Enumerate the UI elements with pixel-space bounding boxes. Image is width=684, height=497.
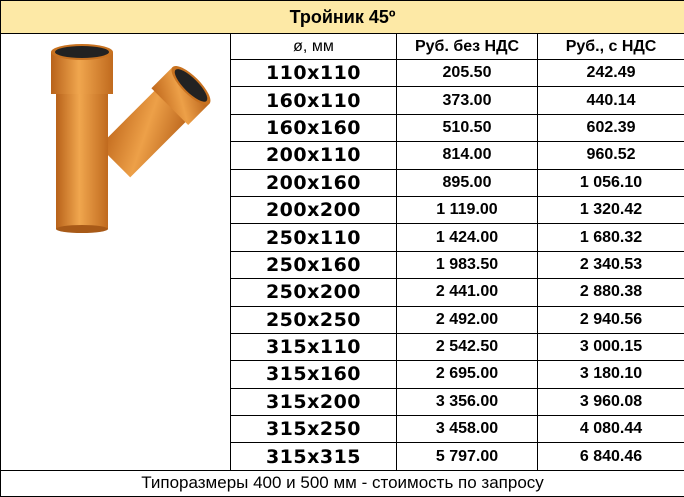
size-cell: 160x110 — [231, 87, 397, 114]
price-cell: 2 695.00 — [397, 361, 538, 388]
size-cell: 250x200 — [231, 279, 397, 306]
size-cell: 200x110 — [231, 142, 397, 169]
price-cell: 1 680.32 — [538, 224, 684, 251]
header-cell: ø, мм — [231, 34, 397, 60]
price-cell: 2 340.53 — [538, 251, 684, 278]
price-cell: 5 797.00 — [397, 443, 538, 470]
price-cell: 2 441.00 — [397, 279, 538, 306]
image-cell — [1, 34, 231, 471]
price-cell: 4 080.44 — [538, 416, 684, 443]
header-cell: Руб., с НДС — [538, 34, 684, 60]
price-cell: 3 180.10 — [538, 361, 684, 388]
price-cell: 242.49 — [538, 60, 684, 87]
footer-note: Типоразмеры 400 и 500 мм - стоимость по … — [1, 470, 684, 496]
size-cell: 315x315 — [231, 443, 397, 470]
size-cell: 250x160 — [231, 251, 397, 278]
price-cell: 602.39 — [538, 114, 684, 141]
title-row: Тройник 45º — [1, 1, 684, 34]
price-cell: 1 983.50 — [397, 251, 538, 278]
size-cell: 315x250 — [231, 416, 397, 443]
price-cell: 1 320.42 — [538, 196, 684, 223]
size-cell: 315x200 — [231, 388, 397, 415]
size-cell: 200x200 — [231, 196, 397, 223]
price-cell: 205.50 — [397, 60, 538, 87]
price-cell: 814.00 — [397, 142, 538, 169]
size-cell: 160x160 — [231, 114, 397, 141]
size-cell: 315x110 — [231, 333, 397, 360]
price-cell: 1 119.00 — [397, 196, 538, 223]
header-cell: Руб. без НДС — [397, 34, 538, 60]
price-cell: 3 458.00 — [397, 416, 538, 443]
pipe-tee-image — [1, 34, 231, 234]
price-cell: 3 960.08 — [538, 388, 684, 415]
price-cell: 2 542.50 — [397, 333, 538, 360]
table-title: Тройник 45º — [1, 1, 684, 34]
price-cell: 3 000.15 — [538, 333, 684, 360]
page: Тройник 45º — [0, 0, 684, 497]
price-cell: 6 840.46 — [538, 443, 684, 470]
price-cell: 2 880.38 — [538, 279, 684, 306]
size-cell: 250x250 — [231, 306, 397, 333]
footer-row: Типоразмеры 400 и 500 мм - стоимость по … — [1, 470, 684, 496]
price-cell: 510.50 — [397, 114, 538, 141]
price-cell: 373.00 — [397, 87, 538, 114]
price-cell: 440.14 — [538, 87, 684, 114]
size-cell: 110x110 — [231, 60, 397, 87]
size-cell: 250x110 — [231, 224, 397, 251]
price-cell: 960.52 — [538, 142, 684, 169]
size-cell: 315x160 — [231, 361, 397, 388]
price-cell: 2 940.56 — [538, 306, 684, 333]
price-cell: 1 424.00 — [397, 224, 538, 251]
price-cell: 895.00 — [397, 169, 538, 196]
price-cell: 1 056.10 — [538, 169, 684, 196]
price-cell: 3 356.00 — [397, 388, 538, 415]
price-table: Тройник 45º — [0, 0, 684, 497]
size-cell: 200x160 — [231, 169, 397, 196]
price-cell: 2 492.00 — [397, 306, 538, 333]
